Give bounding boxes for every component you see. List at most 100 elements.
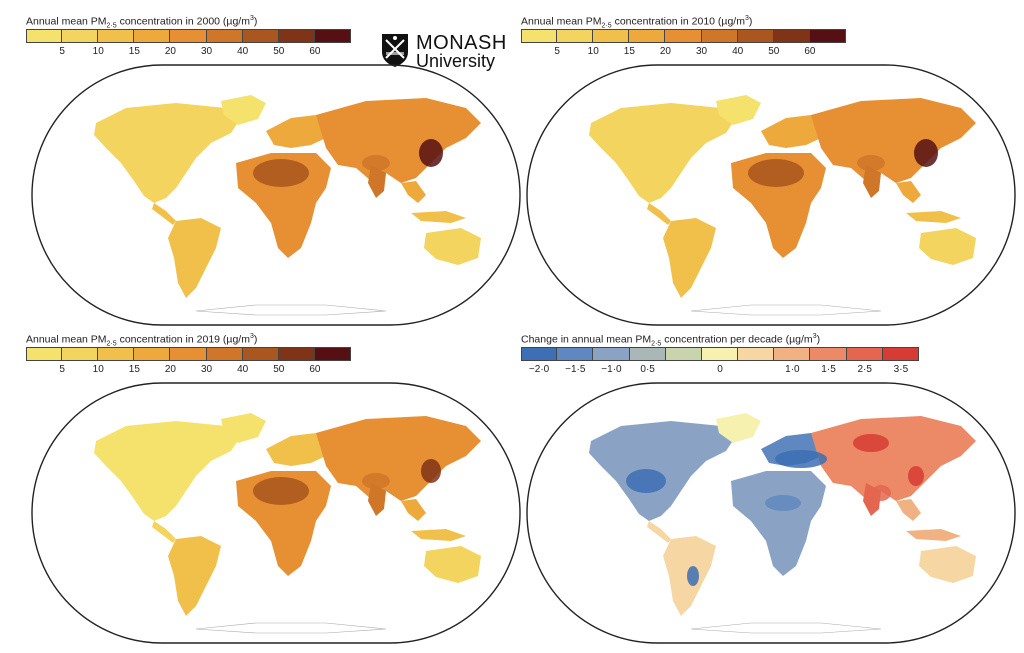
region-australia (424, 228, 481, 265)
concentration-hotspot (687, 566, 699, 586)
legend-tick-label: 5 (59, 364, 65, 375)
region-centralAmerica (152, 203, 176, 225)
region-greenland (221, 413, 266, 443)
legend-swatch (170, 347, 207, 361)
panel-title-end: ) (748, 15, 753, 28)
legend-swatch (26, 29, 63, 43)
region-centralAmerica (152, 521, 176, 543)
legend-swatch (26, 347, 63, 361)
legend-swatch (521, 347, 558, 361)
region-antarctica (195, 304, 387, 316)
monash-crest-icon (382, 34, 408, 67)
panel-title-text: Change in annual mean PM (521, 333, 652, 346)
region-northAmerica (589, 103, 736, 203)
legend-swatch (242, 29, 279, 43)
panel-title-rest: concentration in 2000 (µg/m (116, 15, 250, 28)
legend-tick-label: −1·0 (601, 364, 622, 375)
region-indonesia (906, 529, 961, 541)
concentration-hotspot (871, 485, 891, 501)
concentration-hotspot (853, 434, 889, 452)
panel-title-superscript: 3 (812, 333, 817, 340)
map-frame (31, 382, 521, 644)
legend-tick-label: 3·5 (893, 364, 909, 375)
legend-swatch (737, 29, 774, 43)
region-southAmerica (168, 536, 221, 616)
legend-tick-label: 1·0 (785, 364, 800, 375)
panel-title: Annual mean PM2·5 concentration in 2010 … (521, 15, 752, 30)
legend-swatch (701, 29, 738, 43)
concentration-hotspot (857, 155, 885, 171)
color-legend (26, 347, 351, 363)
concentration-hotspot (421, 459, 441, 483)
legend-swatch (557, 347, 594, 361)
panel-title-end: ) (253, 15, 258, 28)
concentration-hotspot (362, 473, 390, 489)
region-seAsia (896, 181, 921, 203)
world-map (526, 382, 1016, 644)
legend-swatch (278, 29, 315, 43)
legend-swatch (701, 347, 739, 361)
monash-logo: MONASH University (380, 32, 510, 72)
legend-swatch (773, 29, 810, 43)
legend-swatch (809, 29, 846, 43)
legend-tick-label: 50 (273, 364, 285, 375)
panel-title-subscript: 2·5 (601, 22, 612, 30)
legend-swatch (314, 29, 351, 43)
concentration-hotspot (775, 450, 827, 468)
legend-tick-label: 30 (200, 46, 213, 57)
color-legend (26, 29, 351, 45)
region-centralAmerica (647, 203, 671, 225)
legend-swatch (774, 347, 811, 361)
region-australia (919, 546, 976, 583)
legend-tick-label: 40 (237, 46, 249, 57)
legend-tick-label: 5 (554, 46, 560, 57)
legend-tick-label: 50 (273, 46, 285, 57)
legend-tick-label: 60 (309, 364, 321, 375)
panel-title-text: Annual mean PM (26, 333, 107, 346)
panel-title-rest: concentration per decade (µg/m (661, 333, 813, 346)
legend-tick-label: 60 (804, 46, 816, 57)
panel-title-subscript: 2·5 (106, 340, 117, 348)
region-australia (424, 546, 481, 583)
region-antarctica (690, 304, 882, 316)
region-india (368, 483, 386, 516)
region-southAmerica (168, 218, 221, 298)
legend-swatch (846, 347, 883, 361)
region-indonesia (411, 211, 466, 223)
legend-swatch (242, 347, 279, 361)
legend-tick-label: 15 (128, 364, 140, 375)
region-asia (811, 98, 976, 183)
map-panel-change: Change in annual mean PM2·5 concentratio… (521, 333, 1021, 653)
region-antarctica (690, 622, 882, 634)
legend-swatch (738, 347, 775, 361)
panel-title-subscript: 2·5 (651, 340, 662, 348)
legend-tick-label: 40 (732, 46, 744, 57)
world-map (526, 64, 1016, 326)
concentration-hotspot (362, 155, 390, 171)
region-northAmerica (94, 103, 241, 203)
region-asia (811, 416, 976, 501)
map-panel-2000: Annual mean PM2·5 concentration in 2000 … (26, 15, 526, 335)
concentration-hotspot (253, 477, 309, 505)
legend-swatch (810, 347, 847, 361)
region-indonesia (411, 529, 466, 541)
concentration-hotspot (914, 139, 938, 167)
legend-tick-label: 30 (695, 46, 708, 57)
legend-swatch (557, 29, 594, 43)
legend-swatch (134, 29, 171, 43)
panel-title-text: Annual mean PM (26, 15, 107, 28)
legend-swatch (62, 347, 99, 361)
region-seAsia (401, 499, 426, 521)
legend-swatch (206, 29, 243, 43)
legend-tick-label: 20 (164, 364, 176, 375)
panel-title-end: ) (816, 333, 821, 346)
map-frame (526, 382, 1016, 644)
world-map (31, 382, 521, 644)
legend-swatch (134, 347, 171, 361)
legend-tick-label: 2·5 (857, 364, 872, 375)
color-legend (521, 29, 846, 45)
region-asia (316, 98, 481, 183)
region-greenland (716, 95, 761, 125)
legend-swatch (98, 347, 135, 361)
panel-title-subscript: 2·5 (106, 22, 117, 30)
